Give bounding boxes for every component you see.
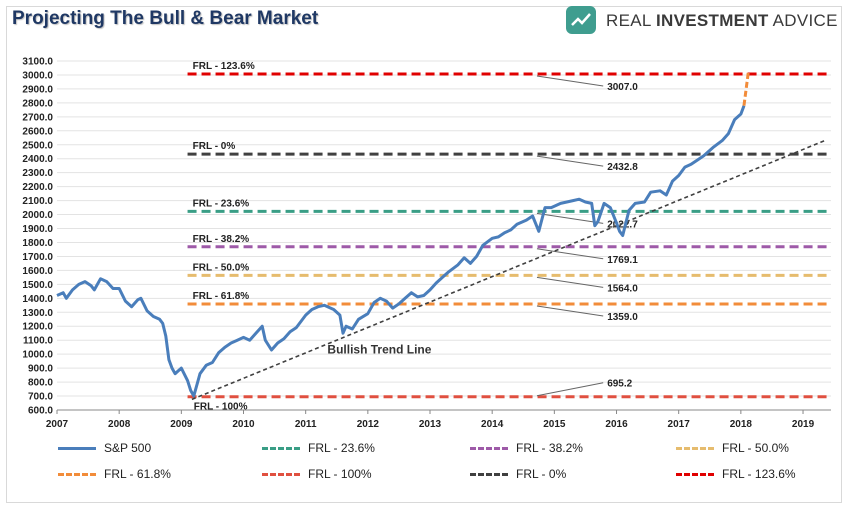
y-tick-label: 1600.0 xyxy=(22,266,53,277)
level-callout-leader xyxy=(536,248,604,260)
legend-label: FRL - 61.8% xyxy=(104,467,171,481)
level-name-label: FRL - 123.6% xyxy=(193,61,255,72)
x-tick-label: 2015 xyxy=(543,419,566,430)
y-tick-label: 3100.0 xyxy=(22,57,53,68)
trend-line xyxy=(191,139,826,401)
level-value-label: 2022.7 xyxy=(607,219,638,230)
y-tick-label: 1700.0 xyxy=(22,252,53,263)
legend-label: S&P 500 xyxy=(104,441,152,455)
y-tick-label: 2600.0 xyxy=(22,126,53,137)
y-tick-label: 1100.0 xyxy=(23,336,53,347)
brand-logo: REAL INVESTMENT ADVICE xyxy=(566,6,838,36)
legend-label: FRL - 50.0% xyxy=(722,441,789,455)
y-tick-label: 900.0 xyxy=(28,364,53,375)
y-tick-label: 2300.0 xyxy=(22,168,53,179)
x-tick-label: 2016 xyxy=(605,419,628,430)
y-tick-label: 600.0 xyxy=(28,406,53,417)
level-name-label: FRL - 50.0% xyxy=(193,262,250,273)
sp500-series-line xyxy=(56,105,746,398)
level-callout-leader xyxy=(536,276,604,288)
level-value-label: 1564.0 xyxy=(607,283,638,294)
level-name-label: FRL - 100% xyxy=(194,402,248,413)
brand-logo-icon xyxy=(566,6,596,34)
level-value-label: 695.2 xyxy=(607,379,632,390)
chart-title: Projecting The Bull & Bear Market xyxy=(12,8,319,29)
level-name-label: FRL - 61.8% xyxy=(193,291,250,302)
legend-swatch xyxy=(470,447,508,450)
legend-label: FRL - 38.2% xyxy=(516,441,583,455)
y-tick-label: 2500.0 xyxy=(22,140,53,151)
y-tick-label: 1500.0 xyxy=(22,280,53,291)
y-tick-label: 2700.0 xyxy=(22,112,53,123)
chart-frame xyxy=(6,6,842,503)
level-callout-leader xyxy=(536,212,604,224)
y-tick-label: 1000.0 xyxy=(22,350,53,361)
brand-name: REAL INVESTMENT ADVICE xyxy=(606,11,838,30)
level-callout-leader xyxy=(536,305,604,317)
y-tick-label: 1400.0 xyxy=(22,294,53,305)
x-tick-label: 2012 xyxy=(357,419,380,430)
y-tick-label: 1200.0 xyxy=(22,322,53,333)
y-tick-label: 1800.0 xyxy=(22,238,53,249)
legend-label: FRL - 23.6% xyxy=(308,441,375,455)
level-value-label: 1359.0 xyxy=(607,312,638,323)
y-tick-label: 700.0 xyxy=(28,392,53,403)
legend-swatch xyxy=(262,447,300,450)
x-tick-label: 2007 xyxy=(46,419,69,430)
y-tick-label: 2000.0 xyxy=(22,210,53,221)
x-tick-label: 2017 xyxy=(668,419,691,430)
level-callout-leader xyxy=(536,155,604,167)
level-value-label: 3007.0 xyxy=(607,82,638,93)
legend-swatch xyxy=(676,473,714,476)
level-name-label: FRL - 23.6% xyxy=(193,198,250,209)
trend-line-label: Bullish Trend Line xyxy=(327,342,431,356)
level-value-label: 2432.8 xyxy=(607,162,638,173)
level-callout-leader xyxy=(536,382,604,397)
chart-legend: S&P 500 FRL - 23.6% FRL - 38.2% FRL - 50.0%… xyxy=(40,438,840,498)
legend-swatch xyxy=(262,473,300,476)
y-tick-label: 800.0 xyxy=(28,378,53,389)
y-tick-label: 2900.0 xyxy=(22,84,53,95)
legend-label: FRL - 0% xyxy=(516,467,567,481)
chart-plot: 600.0 700.0 800.0 900.0 1000.0 1100.0 1200.0 13… xyxy=(22,57,831,430)
legend-swatch xyxy=(58,447,96,450)
y-tick-label: 1900.0 xyxy=(22,224,53,235)
y-tick-label: 1300.0 xyxy=(22,308,53,319)
level-value-label: 1769.1 xyxy=(607,255,638,266)
projection-line xyxy=(742,71,750,106)
legend-swatch xyxy=(58,473,96,476)
x-tick-label: 2011 xyxy=(295,419,317,430)
legend-swatch xyxy=(676,447,714,450)
x-tick-label: 2018 xyxy=(730,419,753,430)
legend-label: FRL - 123.6% xyxy=(722,467,796,481)
legend-swatch xyxy=(470,473,508,476)
x-tick-label: 2014 xyxy=(481,419,504,430)
legend-label: FRL - 100% xyxy=(308,467,372,481)
x-tick-label: 2019 xyxy=(792,419,815,430)
x-tick-label: 2008 xyxy=(108,419,131,430)
level-name-label: FRL - 0% xyxy=(193,141,236,152)
x-tick-label: 2009 xyxy=(170,419,193,430)
y-tick-label: 2800.0 xyxy=(22,98,53,109)
y-tick-label: 2100.0 xyxy=(22,196,53,207)
x-tick-label: 2010 xyxy=(232,419,255,430)
y-tick-label: 2400.0 xyxy=(22,154,53,165)
level-callout-leader xyxy=(536,75,604,87)
y-tick-label: 3000.0 xyxy=(22,70,53,81)
x-tick-label: 2013 xyxy=(419,419,442,430)
y-tick-label: 2200.0 xyxy=(22,182,53,193)
level-name-label: FRL - 38.2% xyxy=(193,234,250,245)
